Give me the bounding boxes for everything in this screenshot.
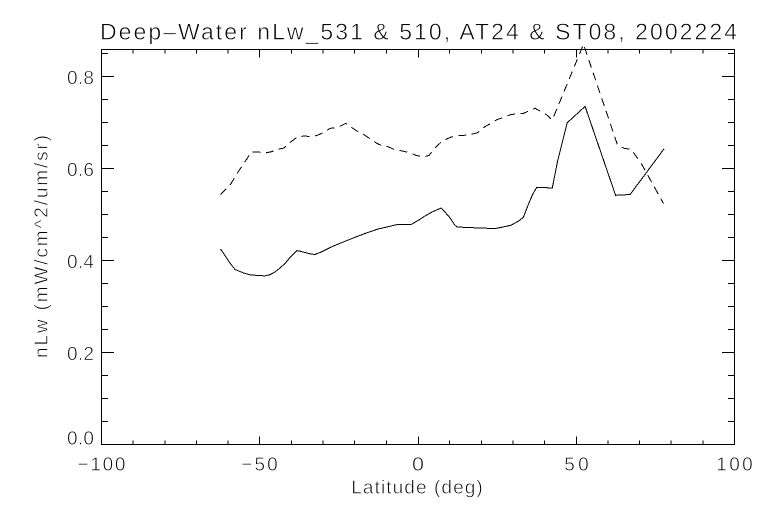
svg-text:0.8: 0.8 [67,68,94,89]
svg-text:0: 0 [412,455,424,476]
svg-text:0.0: 0.0 [67,429,94,450]
svg-text:0.6: 0.6 [67,160,94,181]
svg-text:0.4: 0.4 [67,252,94,273]
svg-text:100: 100 [716,455,753,476]
svg-text:nLw (mW/cm^2/um/sr): nLw (mW/cm^2/um/sr) [32,135,53,358]
svg-text:Latitude (deg): Latitude (deg) [351,478,483,499]
svg-text:−50: −50 [241,455,278,476]
svg-text:0.2: 0.2 [67,344,94,365]
svg-text:Deep–Water nLw_531 & 510, AT24: Deep–Water nLw_531 & 510, AT24 & ST08, 2… [100,19,737,45]
